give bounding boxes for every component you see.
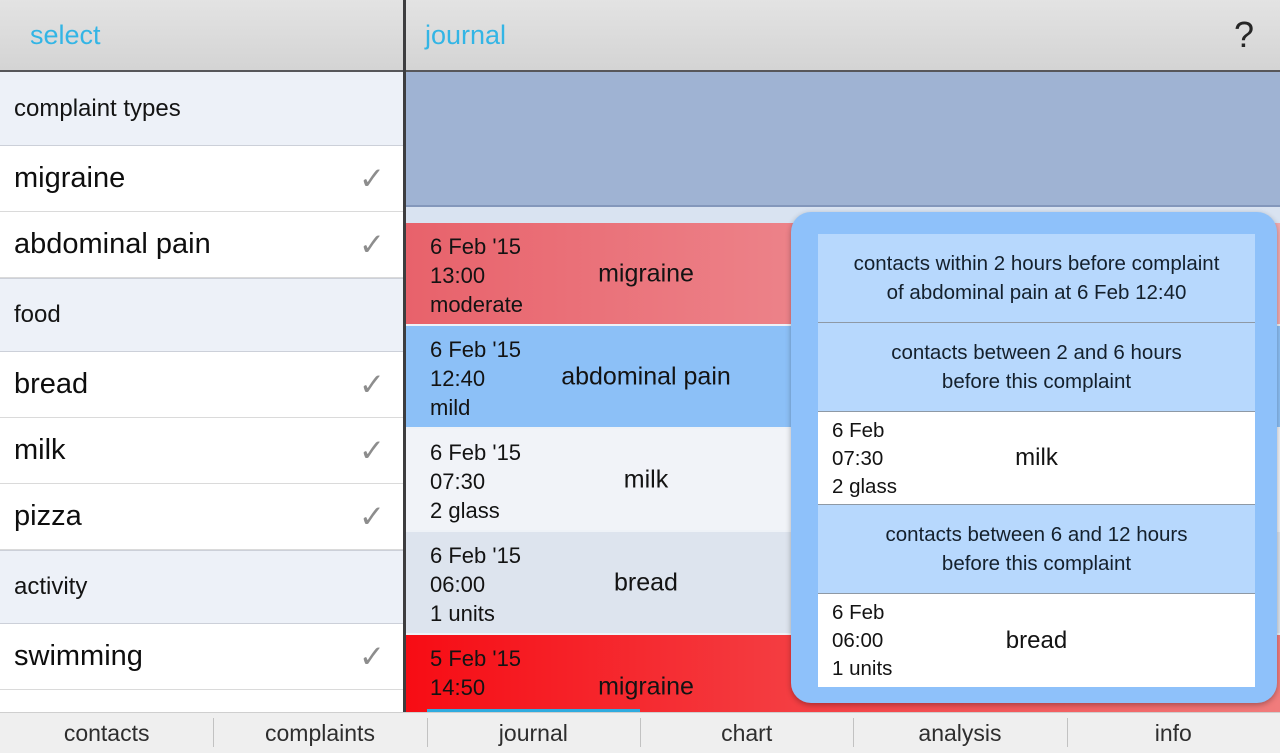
section-header-activity: activity xyxy=(0,550,403,624)
contacts-before-complaint-popup[interactable]: contacts within 2 hours before complaint… xyxy=(791,212,1277,703)
check-icon: ✓ xyxy=(359,366,385,402)
sidebar-item-swimming[interactable]: swimming ✓ xyxy=(0,624,403,690)
top-header: select journal ? xyxy=(0,0,1280,72)
journal-entry-name: abdominal pain xyxy=(561,362,731,390)
journal-entry-meta: 6 Feb '15 12:40 mild xyxy=(430,335,521,422)
journal-pane-title: journal xyxy=(425,20,507,50)
journal-entry-name: bread xyxy=(614,568,678,596)
sidebar-item-label: milk xyxy=(14,434,66,466)
check-icon: ✓ xyxy=(359,160,385,196)
sidebar-item-milk[interactable]: milk ✓ xyxy=(0,418,403,484)
journal-entry-date: 6 Feb '15 xyxy=(430,543,522,568)
tab-contacts[interactable]: contacts xyxy=(63,719,150,746)
help-button[interactable]: ? xyxy=(1234,0,1254,70)
popup-entry-date: 6 Feb xyxy=(832,601,885,624)
sidebar-item-abdominal-pain[interactable]: abdominal pain ✓ xyxy=(0,212,403,278)
popup-header-line: before this complaint xyxy=(941,552,1132,575)
tab-info[interactable]: info xyxy=(1066,713,1280,753)
journal-entry-detail: moderate xyxy=(430,292,523,317)
popup-header-within-2h: contacts within 2 hours before complaint… xyxy=(818,234,1255,323)
popup-header-line: of abdominal pain at 6 Feb 12:40 xyxy=(886,281,1187,304)
check-icon: ✓ xyxy=(359,432,385,468)
sidebar-item-bread[interactable]: bread ✓ xyxy=(0,352,403,418)
journal-entry-time: 07:30 xyxy=(430,469,486,494)
journal-entry-date: 6 Feb '15 xyxy=(430,440,522,465)
journal-entry-time: 14:50 xyxy=(430,675,486,700)
sidebar-item-label: pizza xyxy=(14,500,82,532)
sidebar-item-migraine[interactable]: migraine ✓ xyxy=(0,146,403,212)
left-pane-title: select xyxy=(30,20,101,50)
journal-entry-name: migraine xyxy=(598,259,694,287)
popup-entry-milk[interactable]: 6 Feb 07:30 2 glass milk xyxy=(818,412,1255,505)
section-header-complaint-types: complaint types xyxy=(0,72,403,146)
popup-header-6-12h: contacts between 6 and 12 hours before t… xyxy=(818,505,1255,594)
journal-entry-date: 6 Feb '15 xyxy=(430,234,522,259)
sidebar-item-label: swimming xyxy=(14,640,143,672)
tab-analysis[interactable]: analysis xyxy=(853,713,1066,753)
journal-summary-panel xyxy=(406,72,1280,207)
journal-entry-time: 06:00 xyxy=(430,572,486,597)
popup-entry-detail: 1 units xyxy=(832,657,893,680)
popup-entry-bread[interactable]: 6 Feb 06:00 1 units bread xyxy=(818,594,1255,687)
popup-entry-time: 07:30 xyxy=(832,447,884,470)
sidebar-item-label: bread xyxy=(14,368,89,400)
popup-header-2-6h: contacts between 2 and 6 hours before th… xyxy=(818,323,1255,412)
popup-header-line: contacts within 2 hours before complaint xyxy=(853,252,1220,275)
pane-divider xyxy=(403,0,406,712)
journal-entry-detail: 2 glass xyxy=(430,498,500,523)
journal-entry-meta: 6 Feb '15 13:00 moderate xyxy=(430,232,523,319)
section-header-food: food xyxy=(0,278,403,352)
journal-entry-detail: 1 units xyxy=(430,601,495,626)
check-icon: ✓ xyxy=(359,638,385,674)
journal-entry-date: 6 Feb '15 xyxy=(430,337,522,362)
popup-entry-time: 06:00 xyxy=(832,629,884,652)
check-icon: ✓ xyxy=(359,498,385,534)
tab-journal[interactable]: journal xyxy=(426,713,640,753)
popup-entry-name: milk xyxy=(1015,444,1058,471)
bottom-tab-bar: contacts complaints journal chart analys… xyxy=(0,712,1280,753)
popup-entry-date: 6 Feb xyxy=(832,419,885,442)
journal-entry-meta: 5 Feb '15 14:50 xyxy=(430,644,521,702)
select-sidebar: complaint types migraine ✓ abdominal pai… xyxy=(0,72,403,712)
sidebar-item-label: migraine xyxy=(14,162,126,194)
journal-entry-time: 12:40 xyxy=(430,366,486,391)
popup-header-line: before this complaint xyxy=(941,370,1132,393)
journal-entry-time: 13:00 xyxy=(430,263,486,288)
tab-chart[interactable]: chart xyxy=(639,713,853,753)
popup-entry-detail: 2 glass xyxy=(832,475,897,498)
tab-complaints[interactable]: complaints xyxy=(213,713,426,753)
journal-entry-meta: 6 Feb '15 07:30 2 glass xyxy=(430,438,521,525)
journal-entry-name: migraine xyxy=(598,672,694,700)
check-icon: ✓ xyxy=(359,226,385,262)
journal-entry-name: milk xyxy=(623,465,669,493)
popup-entry-meta: 6 Feb 06:00 1 units xyxy=(832,599,892,683)
popup-header-line: contacts between 2 and 6 hours xyxy=(891,341,1182,364)
popup-content: contacts within 2 hours before complaint… xyxy=(818,234,1255,687)
sidebar-item-pizza[interactable]: pizza ✓ xyxy=(0,484,403,550)
journal-entry-date: 5 Feb '15 xyxy=(430,646,522,671)
popup-entry-name: bread xyxy=(1005,626,1068,654)
journal-entry-detail: mild xyxy=(430,395,471,420)
sidebar-item-label: abdominal pain xyxy=(14,228,211,260)
popup-header-line: contacts between 6 and 12 hours xyxy=(885,523,1188,546)
popup-entry-meta: 6 Feb 07:30 2 glass xyxy=(832,417,897,501)
journal-entry-meta: 6 Feb '15 06:00 1 units xyxy=(430,541,521,628)
